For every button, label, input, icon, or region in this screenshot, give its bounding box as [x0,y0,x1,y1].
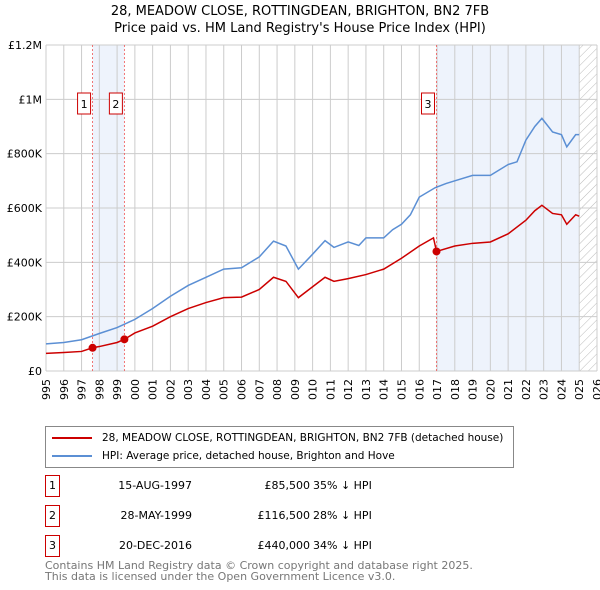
sale-marker-box [108,92,123,115]
x-tick-label: 2008 [271,379,284,400]
x-tick-label: 2024 [555,379,568,400]
x-tick-label: 2025 [573,379,586,400]
legend: 28, MEADOW CLOSE, ROTTINGDEAN, BRIGHTON,… [45,426,514,468]
sale-marker-box [420,92,435,115]
footer: Contains HM Land Registry data © Crown c… [45,560,473,582]
sale-row: 1 15-AUG-1997 £85,500 35% ↓ HPI [45,475,445,497]
sale-row: 3 20-DEC-2016 £440,000 34% ↓ HPI [45,535,445,557]
x-tick-label: 2022 [520,379,533,400]
x-tick-label: 2015 [395,379,408,400]
x-tick-label: 2019 [467,379,480,400]
sale-marker-label: 2 [112,98,119,111]
x-tick-label: 2020 [484,379,497,400]
x-tick-label: 2023 [538,379,551,400]
sale-hpi-diff: 34% ↓ HPI [313,539,372,552]
x-tick-label: 2013 [360,379,373,400]
sale-marker-number: 2 [45,505,60,527]
sale-point [432,247,441,256]
price-chart: 1995 1996 1997 1998 1999 2000 2001 2002 2003 2004… [7,39,600,400]
x-tick-label: 2018 [449,379,462,400]
footer-line-2: This data is licensed under the Open Gov… [45,570,396,583]
y-tick-label: £800K [7,148,43,161]
x-tick-label: 2009 [289,379,302,400]
x-tick-label: 2000 [129,379,142,400]
x-tick-label: 2001 [147,379,160,400]
x-tick-label: 1996 [58,379,71,400]
x-tick-label: 2012 [342,379,355,400]
sale-marker-number: 1 [45,475,60,497]
x-tick-label: 2005 [218,379,231,400]
sale-marker-label: 1 [81,98,88,111]
sale-hpi-diff: 35% ↓ HPI [313,479,372,492]
x-tick-label: 2003 [182,379,195,400]
y-tick-label: £1.2M [8,39,42,52]
x-tick-label: 2026 [591,379,600,400]
x-tick-label: 2011 [324,379,337,400]
sale-price: £85,500 [264,479,311,492]
sale-date: 15-AUG-1997 [118,479,192,492]
chart-subtitle: Price paid vs. HM Land Registry's House … [114,21,486,36]
x-tick-label: 1997 [76,379,89,400]
x-tick-label: 2017 [431,379,444,400]
sale-date: 28-MAY-1999 [120,509,192,522]
x-tick-label: 1998 [93,379,106,400]
y-tick-label: £1M [19,93,43,106]
sale-point [120,335,129,344]
sale-marker-box [77,92,92,115]
x-tick-label: 2014 [378,379,391,400]
footer-line-1: Contains HM Land Registry data © Crown c… [45,559,473,572]
legend-swatch-property [52,437,92,439]
x-tick-label: 2007 [253,379,266,400]
sale-price: £116,500 [257,509,311,522]
y-tick-label: £600K [7,202,43,215]
sale-point [88,343,97,352]
sale-marker-label: 3 [424,98,431,111]
sale-price: £440,000 [257,539,311,552]
y-tick-label: £400K [7,256,43,269]
sale-marker-number: 3 [45,535,60,557]
series-line-hpi [45,117,580,345]
y-tick-label: £200K [7,311,43,324]
legend-label-property: 28, MEADOW CLOSE, ROTTINGDEAN, BRIGHTON,… [102,432,504,444]
x-tick-label: 2016 [413,379,426,400]
sale-row: 2 28-MAY-1999 £116,500 28% ↓ HPI [45,505,445,527]
x-tick-label: 2021 [502,379,515,400]
sale-hpi-diff: 28% ↓ HPI [313,509,372,522]
x-tick-label: 2010 [307,379,320,400]
x-tick-label: 2004 [200,379,213,400]
legend-swatch-hpi [52,455,92,457]
x-tick-label: 1999 [111,379,124,400]
chart-title: 28, MEADOW CLOSE, ROTTINGDEAN, BRIGHTON,… [110,4,490,19]
y-tick-label: £0 [28,365,42,378]
sale-date: 20-DEC-2016 [118,539,192,552]
x-tick-label: 2002 [164,379,177,400]
x-tick-label: 2006 [236,379,249,400]
x-tick-label: 1995 [40,379,53,400]
series-line-property [45,204,580,355]
legend-label-hpi: HPI: Average price, detached house, Brig… [102,450,395,462]
